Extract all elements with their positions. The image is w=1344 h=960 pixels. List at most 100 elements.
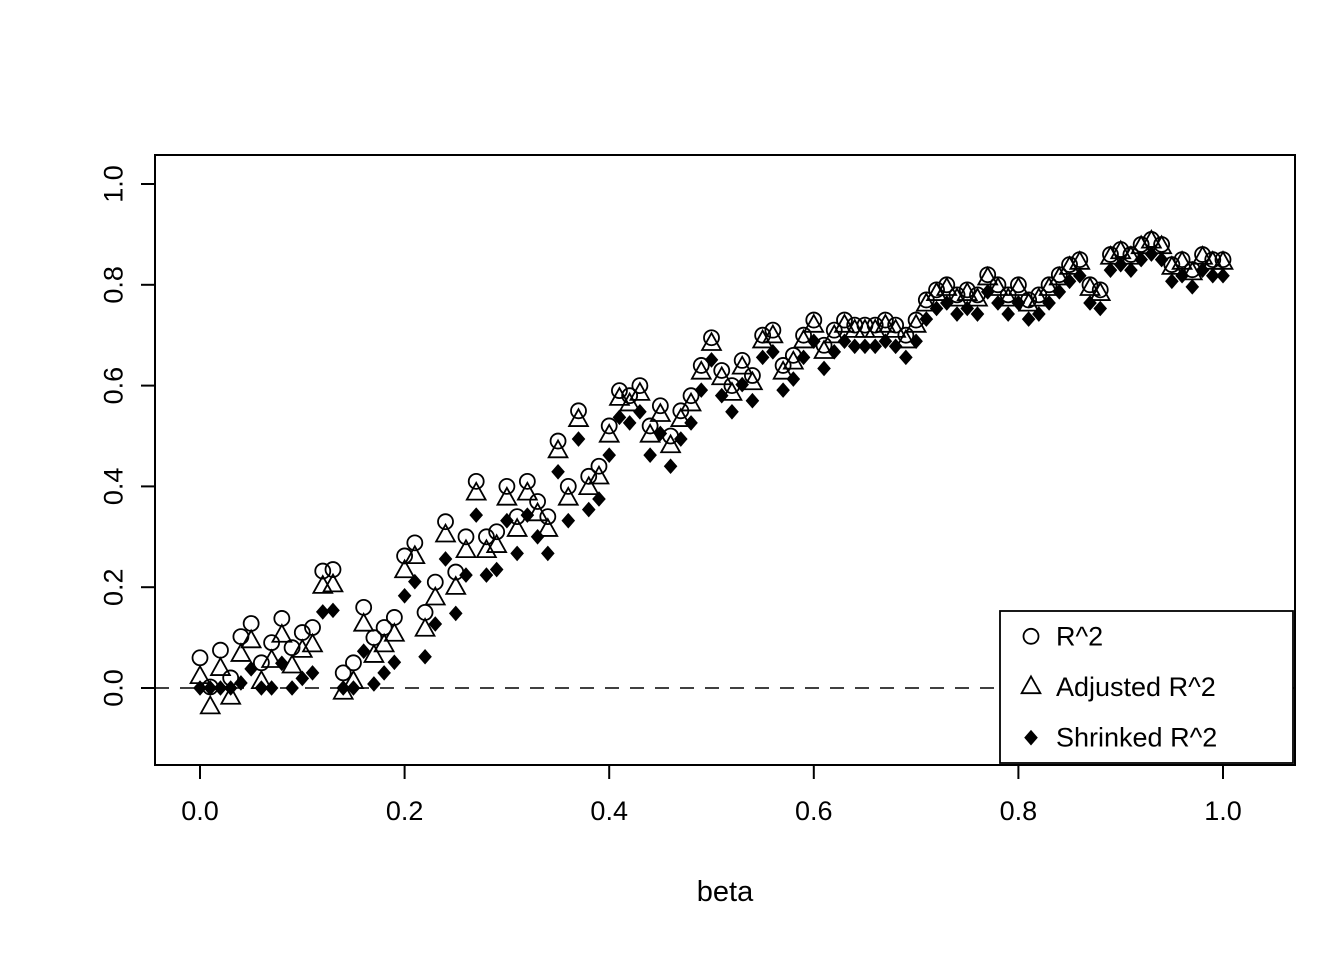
shrinked-r-2-point <box>367 676 381 692</box>
shrinked-r-2-point <box>397 587 412 604</box>
r-2-point <box>559 477 577 495</box>
shrinked-r-2-point <box>285 680 299 696</box>
shrinked-r-2-point <box>1072 267 1087 284</box>
shrinked-r-2-point <box>817 360 831 377</box>
shrinked-r-2-point <box>868 338 882 355</box>
shrinked-r-2-point <box>1021 311 1036 327</box>
adjusted-r-2-point <box>823 323 846 344</box>
shrinked-r-2-point <box>602 447 616 463</box>
adjusted-r-2-point <box>465 481 488 501</box>
shrinked-r-2-point <box>305 665 320 681</box>
r-2-point <box>795 326 812 344</box>
adjusted-r-2-point <box>291 638 314 658</box>
shrinked-r-2-point <box>315 604 330 620</box>
shrinked-r-2-point <box>663 458 678 475</box>
shrinked-r-2-point <box>459 567 473 583</box>
shrinked-r-2-point <box>807 333 821 350</box>
r-2-point <box>437 513 454 531</box>
adjusted-r-2-point <box>598 423 621 443</box>
shrinked-r-2-point <box>684 415 698 431</box>
shrinked-r-2-point <box>755 349 770 366</box>
adjusted-r-2-point <box>741 370 764 391</box>
adjusted-r-2-point <box>956 281 979 301</box>
shrinked-r-2-point <box>1195 262 1210 278</box>
r-2-point <box>600 417 618 435</box>
adjusted-r-2-point <box>608 386 631 406</box>
shrinked-r-2-point <box>561 512 576 529</box>
shrinked-r-2-point <box>520 507 535 523</box>
r-2-point <box>406 534 424 552</box>
r-2-point <box>345 654 362 672</box>
adjusted-r-2-point <box>690 360 713 380</box>
r-2-point <box>774 357 792 374</box>
adjusted-r-2-point <box>434 522 457 543</box>
shrinked-r-2-point <box>858 338 872 355</box>
shrinked-r-2-point <box>776 382 790 398</box>
x-tick-label: 0.0 <box>181 796 219 826</box>
adjusted-r-2-point <box>680 391 702 412</box>
shrinked-r-2-point <box>622 415 637 431</box>
shrinked-r-2-point <box>581 501 596 518</box>
shrinked-r-2-point <box>326 602 340 619</box>
shrinked-r-2-point <box>489 561 504 578</box>
adjusted-r-2-point <box>516 481 539 501</box>
shrinked-r-2-point <box>1185 279 1200 295</box>
shrinked-r-2-point <box>827 344 842 360</box>
shrinked-r-2-point <box>796 349 811 366</box>
shrinked-r-2-point <box>254 680 269 696</box>
r-2-point <box>805 311 823 329</box>
r-2-point <box>611 382 628 400</box>
r-2-point <box>733 351 751 369</box>
r-2-point <box>713 362 731 379</box>
shrinked-r-2-point <box>346 680 361 696</box>
adjusted-r-2-point <box>526 501 549 522</box>
adjusted-r-2-point <box>301 632 324 653</box>
r-2-point <box>426 573 444 591</box>
adjusted-r-2-point <box>588 464 610 485</box>
adjusted-r-2-point <box>751 328 774 349</box>
shrinked-r-2-point <box>234 675 248 691</box>
shrinked-r-2-point <box>541 545 555 562</box>
adjusted-r-2-point <box>1027 286 1050 307</box>
shrinked-r-2-point <box>704 352 719 368</box>
shrinked-r-2-point <box>336 680 351 696</box>
adjusted-r-2-point <box>240 628 263 649</box>
adjusted-r-2-point <box>444 575 467 595</box>
r-2-point <box>457 528 475 546</box>
x-tick-label: 0.8 <box>1000 796 1038 826</box>
adjusted-r-2-point <box>414 617 436 637</box>
shrinked-r-2-point <box>428 616 443 632</box>
adjusted-r-2-point <box>1089 281 1112 301</box>
adjusted-r-2-point <box>761 323 784 344</box>
shrinked-r-2-point <box>1052 284 1067 300</box>
adjusted-r-2-point <box>403 544 426 565</box>
legend-label-shrinked-r-2: Shrinked R^2 <box>1056 723 1217 753</box>
r-2-point <box>314 562 332 580</box>
shrinked-r-2-point <box>766 344 780 360</box>
r-2-point <box>488 523 506 541</box>
adjusted-r-2-point <box>987 276 1009 296</box>
shrinked-r-2-point <box>530 529 545 545</box>
adjusted-r-2-point <box>1038 276 1061 296</box>
shrinked-r-2-point <box>1042 295 1056 311</box>
adjusted-r-2-point <box>628 381 651 401</box>
adjusted-r-2-point <box>721 381 743 401</box>
legend-box <box>999 610 1294 764</box>
adjusted-r-2-point <box>772 360 795 380</box>
adjusted-r-2-point <box>833 313 856 333</box>
shrinked-r-2-point <box>1083 295 1097 311</box>
adjusted-r-2-point <box>383 622 406 642</box>
adjusted-r-2-point <box>229 642 252 662</box>
adjusted-r-2-point <box>199 694 222 715</box>
adjusted-r-2-point <box>925 281 948 301</box>
r-2-point <box>212 641 229 659</box>
y-tick-label: 0.4 <box>98 468 128 506</box>
shrinked-r-2-point <box>264 680 279 696</box>
r-2-point <box>621 387 639 405</box>
r-2-point <box>836 311 853 329</box>
shrinked-r-2-point <box>1205 267 1220 284</box>
r-2-point <box>682 387 700 405</box>
adjusted-r-2-point <box>567 407 590 427</box>
r-2-point <box>877 311 894 329</box>
